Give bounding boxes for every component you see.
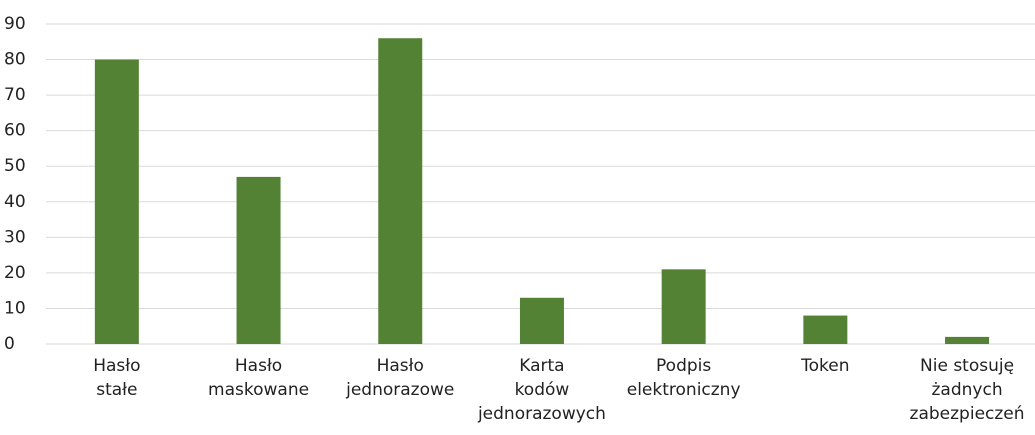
bar — [378, 38, 423, 344]
x-tick-label: Hasło jednorazowe — [345, 356, 454, 400]
bar — [803, 315, 848, 344]
y-tick-label: 90 — [4, 14, 26, 34]
y-tick-label: 40 — [4, 192, 26, 212]
x-tick-label: Karta kodów jednorazowych — [477, 356, 606, 424]
bar — [94, 59, 139, 345]
x-tick-label: Hasło maskowane — [208, 356, 309, 400]
x-tick-label: Token — [800, 356, 849, 376]
y-tick-label: 50 — [4, 156, 26, 176]
x-tick-label: Podpis elektroniczny — [627, 356, 741, 400]
bar — [519, 297, 564, 344]
y-tick-label: 10 — [4, 298, 26, 318]
bar — [661, 269, 706, 344]
y-tick-label: 20 — [4, 263, 26, 283]
x-tick-label: Nie stosuję żadnych zabezpieczeń — [910, 356, 1025, 424]
x-tick-label: Hasło stałe — [93, 356, 140, 400]
bar — [236, 176, 281, 344]
y-tick-label: 80 — [4, 50, 26, 70]
y-tick-label: 30 — [4, 227, 26, 247]
y-tick-label: 70 — [4, 85, 26, 105]
y-tick-label: 60 — [4, 121, 26, 141]
y-tick-label: 0 — [4, 334, 15, 354]
bar — [945, 336, 990, 344]
